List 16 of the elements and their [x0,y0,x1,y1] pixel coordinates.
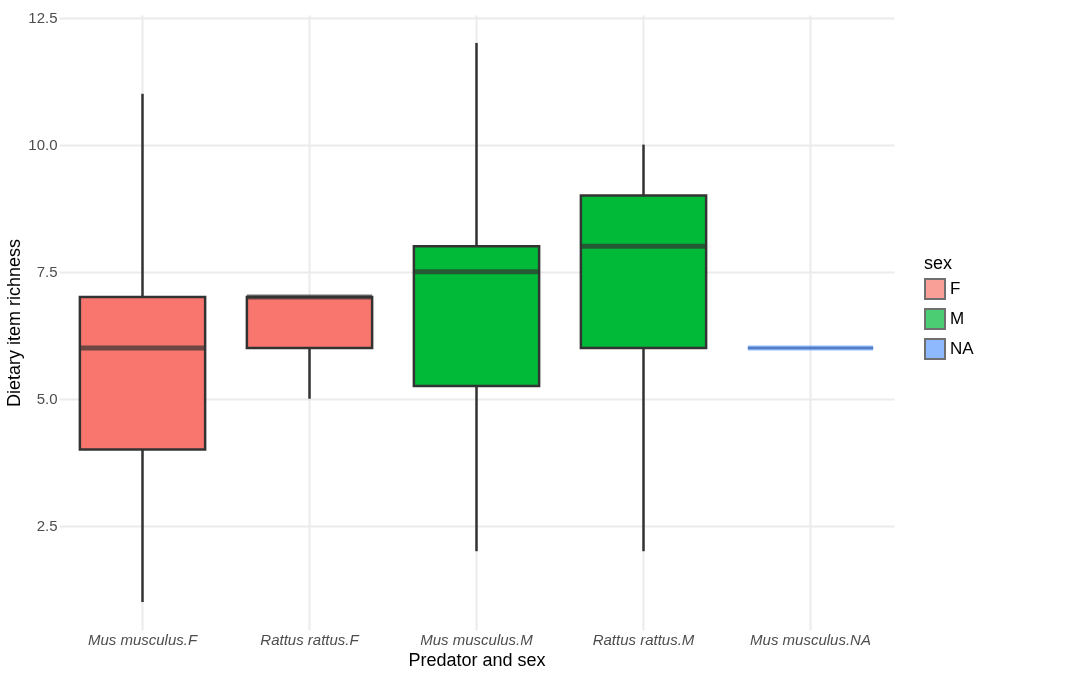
x-tick-label: Rattus rattus.F [260,630,360,648]
y-tick-label: 7.5 [36,263,58,281]
legend-label: M [950,309,965,328]
x-tick-label: Mus musculus.NA [750,630,871,648]
legend-label: NA [950,339,975,358]
x-axis-title: Predator and sex [408,649,546,670]
x-tick-label: Rattus rattus.M [592,630,695,648]
y-tick-label: 12.5 [28,9,58,27]
legend-label: F [950,279,961,298]
y-tick-label: 2.5 [36,517,58,535]
x-tick-label: Mus musculus.M [420,630,534,648]
legend-title: sex [924,253,953,273]
y-tick-label: 5.0 [36,390,58,408]
y-tick-label: 10.0 [28,136,58,154]
y-axis-title: Dietary item richness [4,238,25,408]
x-tick-label: Mus musculus.F [87,630,198,648]
